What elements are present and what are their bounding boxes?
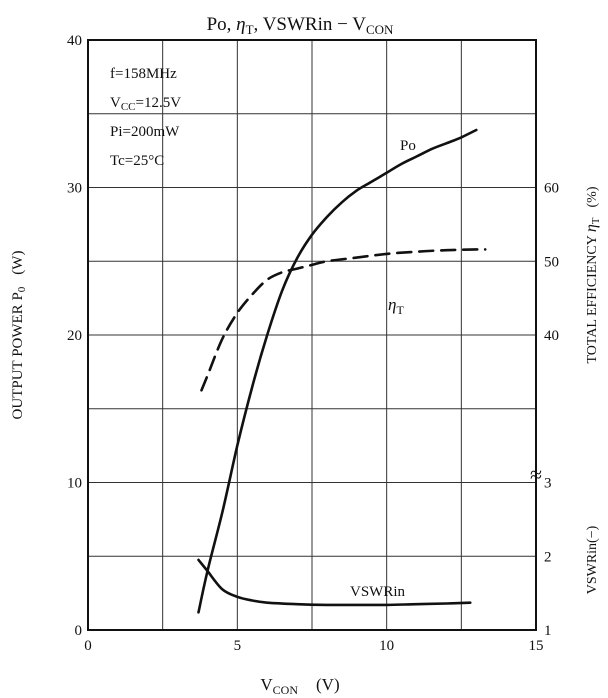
- y-right-efficiency-tick-label: 60: [544, 181, 559, 197]
- chart-title: Po, ηT, VSWRin − VCON: [207, 14, 394, 37]
- efficiency-curve: [200, 248, 487, 392]
- x-axis-label: VCON (V): [260, 675, 339, 697]
- y-right-efficiency-tick-label: 40: [544, 328, 559, 344]
- x-tick-label: 5: [234, 638, 242, 654]
- vswr-curve: [197, 558, 472, 607]
- x-tick-label: 15: [529, 638, 544, 654]
- y-left-tick-label: 30: [67, 181, 82, 197]
- y-axis-right-vswr-label: VSWRin(−): [585, 525, 600, 594]
- tick-labels: 0 5 10 15 0 10 20 30 40 40 50 60 1 2 3: [67, 33, 559, 654]
- y-left-tick-label: 0: [75, 623, 83, 639]
- series-label-eta: ηT: [388, 295, 404, 317]
- series-label-vswr: VSWRin: [350, 584, 406, 600]
- y-axis-left-label: OUTPUT POWER P0(W): [10, 251, 28, 420]
- grid: [88, 40, 536, 630]
- axis-break-symbol: ≈: [530, 462, 542, 487]
- y-left-tick-label: 10: [67, 476, 82, 492]
- conditions-box: f=158MHz VCC=12.5V Pi=200mW Tc=25°C: [110, 66, 181, 169]
- condition-vcc: VCC=12.5V: [110, 95, 181, 113]
- y-right-vswr-tick-label: 2: [544, 549, 552, 565]
- x-tick-label: 0: [84, 638, 92, 654]
- y-left-tick-label: 20: [67, 328, 82, 344]
- y-right-vswr-tick-label: 3: [544, 476, 552, 492]
- y-left-tick-label: 40: [67, 33, 82, 49]
- condition-tc: Tc=25°C: [110, 153, 164, 169]
- plot-frame: [87, 39, 537, 631]
- condition-pi: Pi=200mW: [110, 124, 180, 140]
- x-tick-label: 10: [379, 638, 394, 654]
- po-curve: [197, 128, 478, 614]
- curves: [197, 128, 487, 614]
- y-axis-right-efficiency-label: TOTAL EFFICIENCY ηT(%): [583, 186, 602, 363]
- condition-frequency: f=158MHz: [110, 66, 177, 82]
- series-label-po: Po: [400, 138, 416, 154]
- y-right-vswr-tick-label: 1: [544, 623, 552, 639]
- y-right-efficiency-tick-label: 50: [544, 254, 559, 270]
